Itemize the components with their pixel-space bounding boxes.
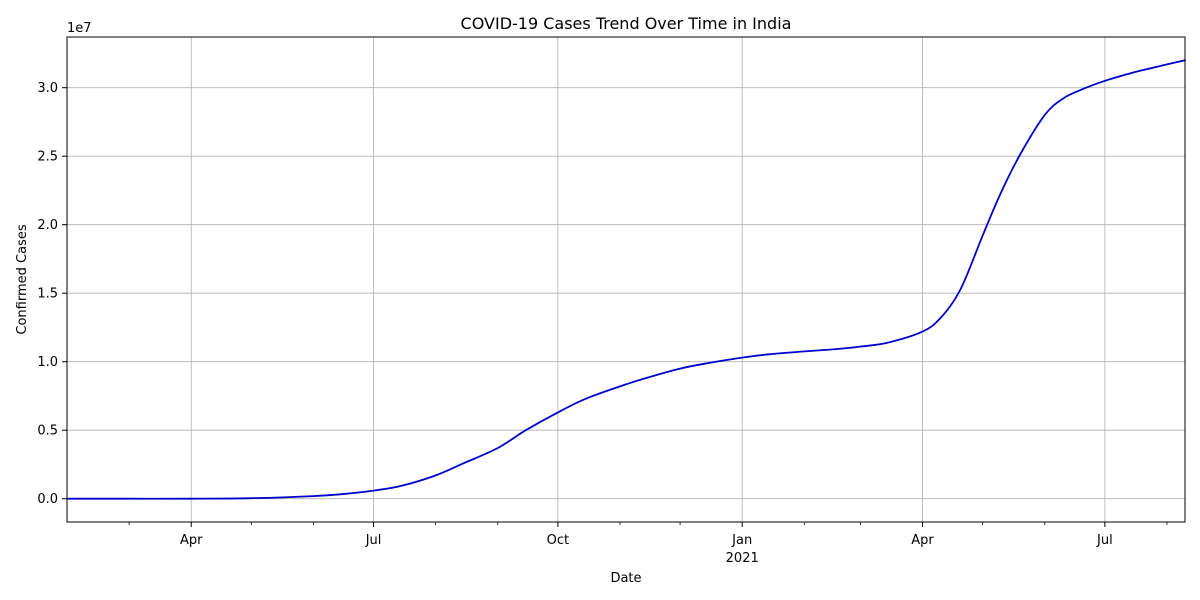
x-tick-label: Apr: [911, 533, 934, 548]
y-tick-label: 0.5: [37, 424, 58, 439]
x-tick-label: Apr: [180, 533, 203, 548]
y-axis-title: Confirmed Cases: [15, 224, 30, 334]
y-tick-label: 3.0: [37, 81, 58, 96]
x-tick-label: Jul: [1096, 533, 1113, 548]
y-tick-label: 1.5: [37, 287, 58, 302]
x-tick-label: Jul: [365, 533, 382, 548]
y-axis-offset-label: 1e7: [67, 21, 92, 36]
y-tick-label: 0.0: [37, 492, 58, 507]
x-axis-ticks: Apr Jul Oct Jan 2021 Apr Jul: [128, 522, 1168, 566]
chart-title: COVID-19 Cases Trend Over Time in India: [461, 14, 792, 33]
grid-lines: [67, 37, 1185, 522]
x-tick-year-label: 2021: [726, 551, 759, 566]
x-tick-label: Jan: [731, 533, 752, 548]
y-tick-label: 1.0: [37, 355, 58, 370]
y-axis-ticks: 0.0 0.5 1.0 1.5 2.0 2.5 3.0: [37, 81, 67, 507]
x-axis-title: Date: [610, 571, 641, 586]
plot-frame: [66, 36, 1186, 523]
y-tick-label: 2.5: [37, 150, 58, 165]
series-line-confirmed-cases: [66, 59, 1186, 500]
x-tick-label: Oct: [547, 533, 569, 548]
y-tick-label: 2.0: [37, 218, 58, 233]
